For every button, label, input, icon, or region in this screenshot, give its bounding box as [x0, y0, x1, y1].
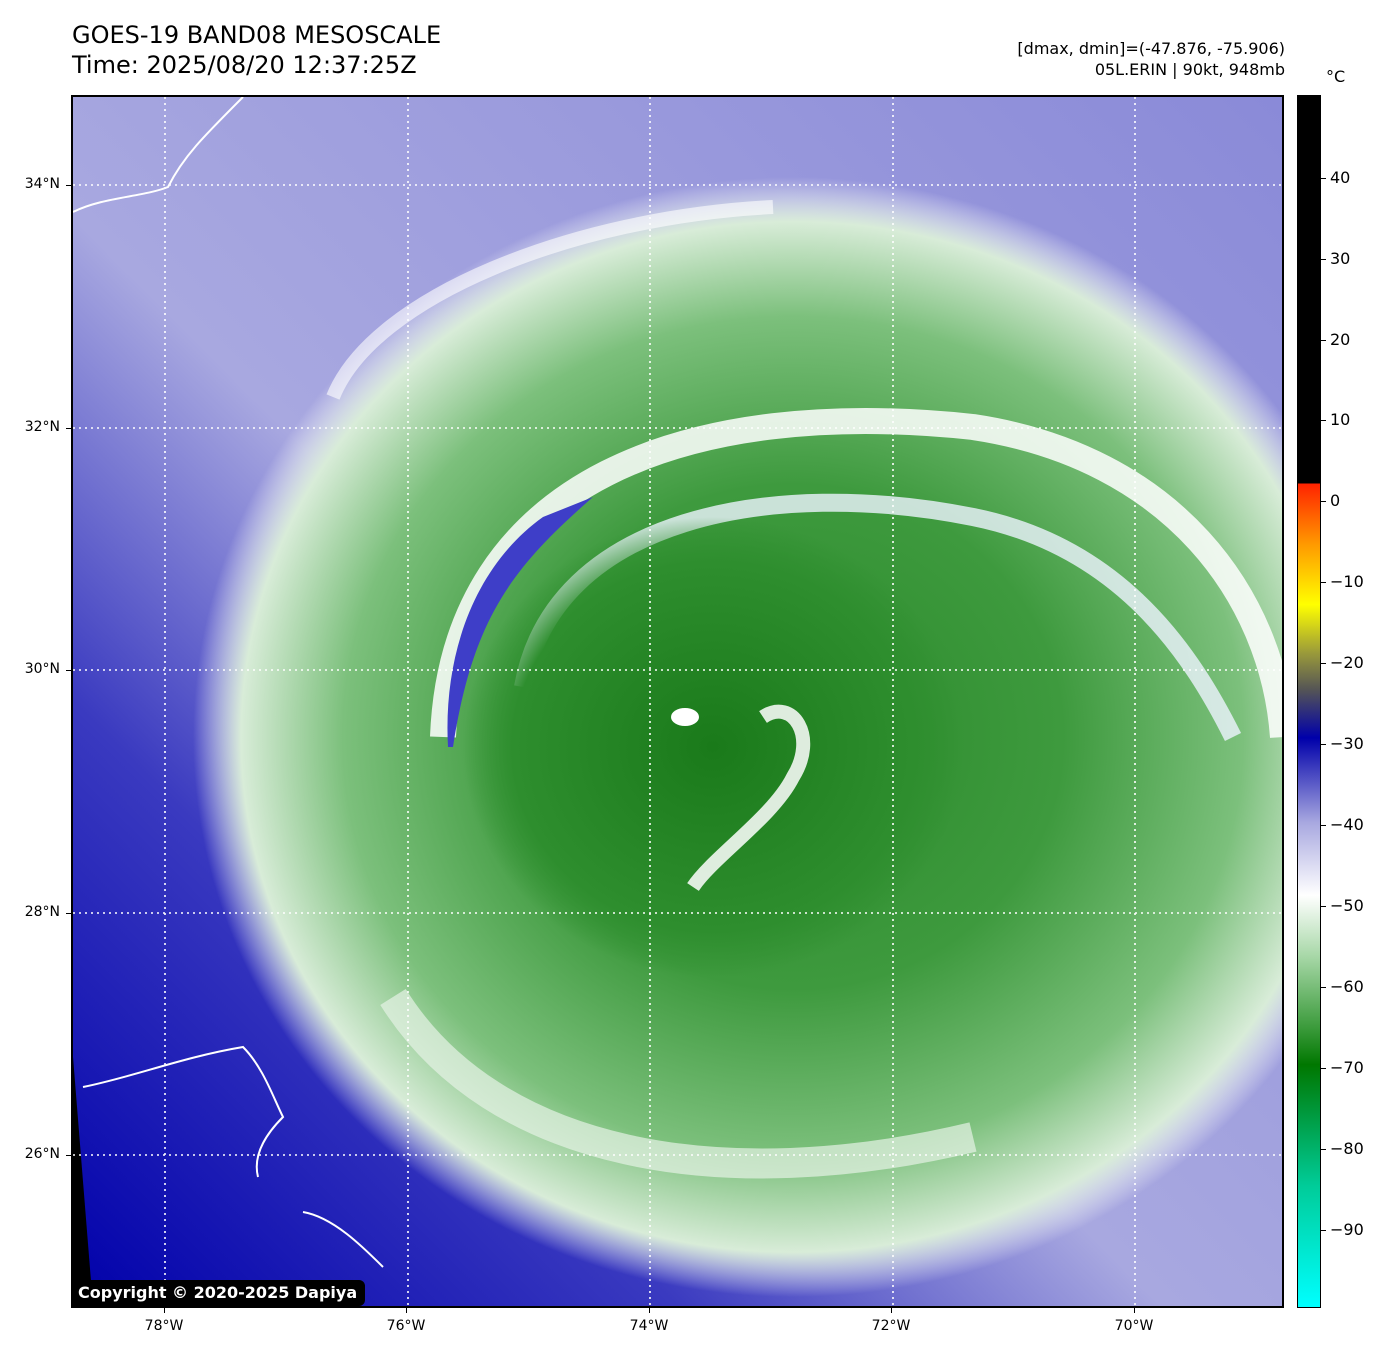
- colorbar-tick-label: −10: [1330, 572, 1364, 591]
- northern-outflow: [326, 200, 774, 400]
- southern-rainband: [380, 989, 977, 1179]
- satellite-image: [71, 95, 1284, 1308]
- bahamas-coastline-south: [302, 1211, 384, 1268]
- range-text: [dmax, dmin]=(-47.876, -75.906): [1017, 39, 1285, 58]
- colorbar-tickmark: [1321, 420, 1326, 421]
- central-dense-overcast: [463, 517, 963, 977]
- lon-tick-label: 76°W: [386, 1318, 426, 1334]
- lon-tickmark: [164, 1308, 165, 1313]
- colorbar-tick-label: −20: [1330, 653, 1364, 672]
- colorbar-tickmark: [1321, 582, 1326, 583]
- lat-tickmark: [66, 185, 71, 186]
- colorbar-tickmark: [1321, 1068, 1326, 1069]
- colorbar-tick-label: 10: [1330, 410, 1351, 429]
- colorbar-tickmark: [1321, 178, 1326, 179]
- colorbar-tickmark: [1321, 1230, 1326, 1231]
- colorbar-tickmark: [1321, 825, 1326, 826]
- colorbar-tick-label: −30: [1330, 734, 1364, 753]
- lat-tickmark: [66, 913, 71, 914]
- us-coastline: [73, 97, 244, 213]
- lat-tick-label: 32°N: [24, 419, 60, 435]
- colorbar-tick-label: 40: [1330, 168, 1351, 187]
- colorbar-tickmark: [1321, 340, 1326, 341]
- colorbar-tick-label: −60: [1330, 977, 1364, 996]
- lon-tick-label: 78°W: [144, 1318, 184, 1334]
- colorbar-tickmark: [1321, 259, 1326, 260]
- lat-tickmark: [66, 1155, 71, 1156]
- colorbar-tickmark: [1321, 1149, 1326, 1150]
- warm-edge: [73, 1057, 93, 1306]
- colorbar-tickmark: [1321, 906, 1326, 907]
- lon-tickmark: [1134, 1308, 1135, 1313]
- storm-text: 05L.ERIN | 90kt, 948mb: [1094, 60, 1285, 79]
- lat-tick-label: 26°N: [24, 1146, 60, 1162]
- colorbar-tickmark: [1321, 663, 1326, 664]
- colorbar: [1297, 95, 1321, 1308]
- lat-tick-label: 28°N: [24, 904, 60, 920]
- colorbar-tickmark: [1321, 744, 1326, 745]
- lat-tick-label: 30°N: [24, 661, 60, 677]
- colorbar-tick-label: −70: [1330, 1058, 1364, 1077]
- time-line: Time: 2025/08/20 12:37:25Z: [72, 51, 417, 79]
- satellite-imagery-svg: [73, 97, 1282, 1306]
- lon-tick-label: 70°W: [1114, 1318, 1154, 1334]
- colorbar-tick-label: −40: [1330, 815, 1364, 834]
- colorbar-tick-label: 30: [1330, 249, 1351, 268]
- lon-tickmark: [649, 1308, 650, 1313]
- lat-tickmark: [66, 670, 71, 671]
- storm-eye: [671, 708, 699, 726]
- colorbar-tick-label: −80: [1330, 1139, 1364, 1158]
- colorbar-tick-label: 0: [1330, 491, 1341, 510]
- bahamas-coastline: [82, 1045, 285, 1178]
- colorbar-tick-label: −50: [1330, 896, 1364, 915]
- colorbar-tickmark: [1321, 501, 1326, 502]
- figure-title: GOES-19 BAND08 MESOSCALE Time: 2025/08/2…: [72, 20, 441, 80]
- eyewall-band: [687, 704, 811, 892]
- title-line: GOES-19 BAND08 MESOSCALE: [72, 21, 442, 49]
- lon-tickmark: [406, 1308, 407, 1313]
- colorbar-tickmark: [1321, 987, 1326, 988]
- figure-meta: [dmax, dmin]=(-47.876, -75.906) 05L.ERIN…: [1017, 38, 1285, 80]
- copyright-label: Copyright © 2020-2025 Dapiya: [73, 1280, 366, 1306]
- colorbar-tick-label: 20: [1330, 330, 1351, 349]
- colorbar-tick-label: −90: [1330, 1220, 1364, 1239]
- colorbar-unit: °C: [1326, 67, 1346, 86]
- lat-tick-label: 34°N: [24, 176, 60, 192]
- lon-tick-label: 72°W: [871, 1318, 911, 1334]
- dry-slot: [447, 497, 593, 747]
- lon-tick-label: 74°W: [629, 1318, 669, 1334]
- lon-tickmark: [891, 1308, 892, 1313]
- lat-tickmark: [66, 428, 71, 429]
